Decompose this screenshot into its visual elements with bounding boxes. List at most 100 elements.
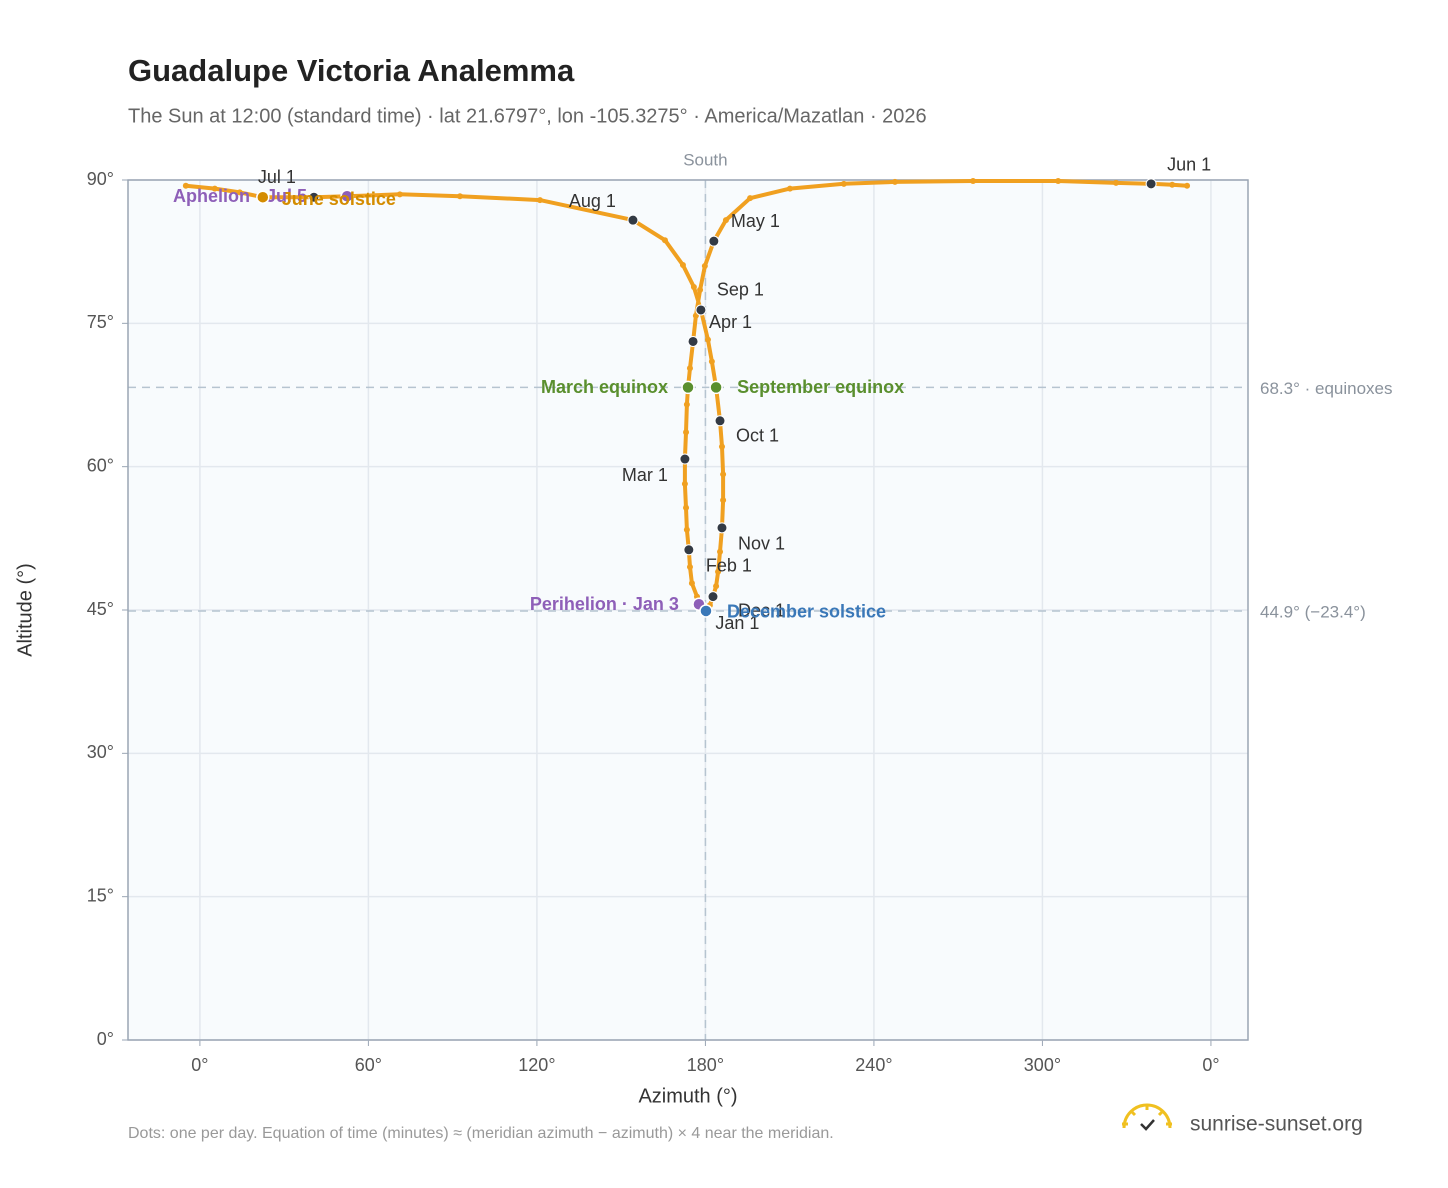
month-dot <box>683 544 695 556</box>
day-dot <box>692 312 699 319</box>
month-label: Feb 1 <box>706 556 752 576</box>
x-tick-label: 240° <box>855 1055 892 1075</box>
day-dot <box>717 548 724 555</box>
day-dot <box>686 564 693 570</box>
logo-check <box>1140 1119 1155 1131</box>
y-tick-label: 90° <box>87 169 114 189</box>
y-tick-label: 45° <box>87 599 114 619</box>
chart-title: Guadalupe Victoria Analemma <box>128 53 575 88</box>
y-axis-title: Altitude (°) <box>14 563 36 657</box>
logo-ray <box>1157 1109 1165 1117</box>
month-label: Aug 1 <box>569 191 616 211</box>
month-label: May 1 <box>731 211 780 231</box>
event-label: Perihelion · Jan 3 <box>530 594 679 614</box>
day-dot <box>681 480 688 487</box>
day-dot <box>1169 181 1176 188</box>
day-dot <box>747 195 754 202</box>
day-dot <box>720 471 727 478</box>
month-label: Sep 1 <box>717 280 764 300</box>
day-dot <box>683 504 690 511</box>
event-label: Aphelion · Jul 5 <box>173 186 307 206</box>
x-tick-label: 0° <box>1202 1055 1219 1075</box>
month-dot <box>679 453 691 465</box>
event-dot <box>699 604 713 618</box>
day-dot <box>891 178 898 185</box>
day-dot <box>396 191 403 198</box>
brand: sunrise-sunset.org <box>1190 1113 1363 1136</box>
x-axis-title: Azimuth (°) <box>638 1085 737 1107</box>
event-label: December solstice <box>727 602 886 622</box>
month-label: Nov 1 <box>738 534 785 554</box>
month-dot <box>308 191 320 203</box>
month-label: Oct 1 <box>736 426 779 446</box>
month-label: Dec 1 <box>738 600 785 620</box>
y-tick-label: 30° <box>87 742 114 762</box>
event-label: March equinox <box>541 377 668 397</box>
month-label: Jan 1 <box>715 613 759 633</box>
month-dot <box>1145 178 1157 190</box>
event-dot <box>340 189 354 203</box>
x-tick-label: 0° <box>191 1055 208 1075</box>
month-dot <box>695 304 707 316</box>
month-label: Mar 1 <box>622 465 668 485</box>
month-dot <box>716 522 728 534</box>
plot-border <box>127 179 1249 1041</box>
chart-subtitle: The Sun at 12:00 (standard time) · lat 2… <box>128 105 927 127</box>
day-dot <box>683 429 690 436</box>
day-dot <box>456 193 463 200</box>
event-label: September equinox <box>737 377 904 397</box>
reference-label: South <box>683 150 727 169</box>
month-dot <box>714 415 726 427</box>
day-dot <box>683 401 690 408</box>
day-dot <box>722 217 729 224</box>
day-dot <box>970 177 977 184</box>
day-dot <box>840 180 847 187</box>
day-dot <box>679 262 686 269</box>
reference-label: 68.3° · equinoxes <box>1260 379 1393 398</box>
day-dot <box>1113 179 1120 186</box>
month-label: Jul 1 <box>258 167 296 187</box>
day-dot <box>182 182 189 189</box>
day-dot <box>697 286 704 293</box>
day-dot <box>715 568 722 575</box>
footnote: Dots: one per day. Equation of time (min… <box>128 1125 834 1142</box>
day-dot <box>1184 182 1191 189</box>
day-dot <box>688 580 695 587</box>
event-label: June solstice <box>282 189 396 209</box>
month-dot <box>627 214 639 226</box>
day-dot <box>211 185 218 192</box>
day-dot <box>683 526 690 533</box>
day-dot <box>713 583 720 590</box>
x-tick-label: 180° <box>687 1055 724 1075</box>
brand-logo <box>1122 1103 1172 1131</box>
x-tick-label: 120° <box>518 1055 555 1075</box>
day-dot <box>704 336 711 343</box>
month-dot <box>707 591 719 603</box>
day-dot <box>236 189 243 196</box>
x-tick-label: 300° <box>1024 1055 1061 1075</box>
event-dot <box>681 380 695 395</box>
event-dot <box>256 190 270 204</box>
y-tick-label: 60° <box>87 455 114 475</box>
day-dot <box>720 497 727 504</box>
day-dot <box>1055 177 1062 184</box>
y-tick-label: 15° <box>87 885 114 905</box>
day-dot <box>661 237 668 244</box>
day-dot <box>686 365 693 372</box>
day-dot <box>701 263 708 269</box>
day-dot <box>536 197 543 204</box>
month-dot <box>708 235 720 247</box>
day-dot <box>786 185 793 192</box>
x-tick-label: 60° <box>355 1055 382 1075</box>
month-label: Jun 1 <box>1167 155 1211 175</box>
y-tick-label: 0° <box>97 1029 114 1049</box>
day-dot <box>690 284 697 291</box>
y-tick-label: 75° <box>87 312 114 332</box>
day-dot <box>708 358 715 365</box>
month-dot <box>687 335 699 347</box>
reference-label: 44.9° (−23.4°) <box>1260 602 1366 621</box>
event-dot <box>709 380 723 395</box>
month-label: Apr 1 <box>709 312 752 332</box>
logo-ray <box>1129 1109 1137 1117</box>
